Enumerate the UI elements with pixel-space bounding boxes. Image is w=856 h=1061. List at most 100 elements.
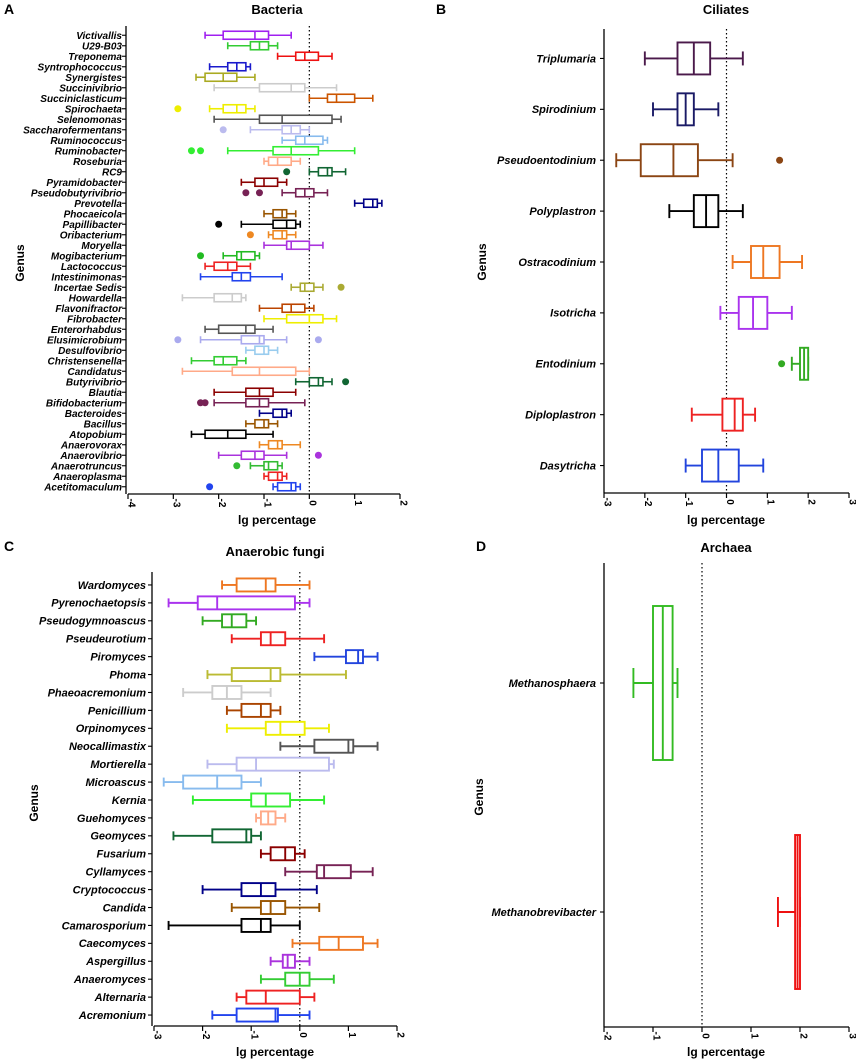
iqr-box (281, 953, 296, 969)
bacteria-box-anaerovorax: Anaerovorax (60, 439, 302, 451)
anaerobic-fungi-x-tick-label: 1 (346, 1032, 357, 1038)
iqr-box (272, 229, 288, 240)
iqr-box (254, 345, 270, 356)
iqr-box (182, 774, 243, 790)
anaerobic-fungi-box-phaeoacremonium: Phaeoacremonium (48, 685, 272, 700)
outlier-point (197, 252, 205, 260)
iqr-box (299, 282, 315, 293)
anaerobic-fungi-box-pyrenochaetopsis: Pyrenochaetopsis (51, 595, 311, 611)
category-label: Neocallimastix (69, 741, 147, 753)
outlier-point (174, 336, 182, 344)
category-label: Bacteroides (65, 409, 123, 420)
outlier-point (314, 451, 322, 459)
outlier-point (283, 168, 291, 176)
bacteria-box-desulfovibrio: Desulfovibrio (58, 345, 279, 357)
iqr-box (721, 397, 744, 432)
bacteria-box-bacillus: Bacillus (84, 418, 279, 430)
ciliates-box-ostracodinium: Ostracodinium (518, 245, 803, 279)
archaea-x-tick-label: 2 (797, 1033, 808, 1039)
iqr-box (235, 577, 277, 593)
outlier-point (776, 156, 784, 164)
category-label: Cryptococcus (73, 884, 146, 896)
iqr-box (315, 864, 352, 880)
outlier-point (197, 147, 205, 155)
iqr-box (276, 481, 297, 492)
category-label: Pseudogymnoascus (39, 616, 146, 628)
archaea-x-tick-label: 1 (748, 1033, 759, 1039)
category-label: Guehomyces (77, 813, 146, 825)
category-label: Roseburia (73, 157, 122, 168)
category-label: Kernia (112, 795, 146, 807)
category-label: Aspergillus (85, 956, 146, 968)
archaea-x-tick-label: 3 (846, 1033, 856, 1039)
bacteria-box-butyrivibrio: Butyrivibrio (66, 376, 350, 388)
bacteria-box-phocaeicola: Phocaeicola (64, 208, 297, 220)
anaerobic-fungi-box-acremonium: Acremonium (78, 1007, 311, 1023)
category-label: Bacillus (84, 419, 123, 430)
bacteria-y-axis-label: Genus (13, 244, 27, 282)
iqr-box (204, 429, 247, 440)
iqr-box (317, 166, 333, 177)
bacteria-box-succinivibrio: Succinivibrio (59, 82, 338, 94)
category-label: Phoma (109, 669, 146, 681)
bacteria-box-moryella: Moryella (81, 240, 324, 252)
panel-label-a: A (4, 1, 14, 17)
bacteria-box-blautia: Blautia (89, 387, 297, 399)
iqr-box (267, 471, 283, 482)
bacteria-x-axis-label: lg percentage (238, 513, 316, 527)
bacteria-box-anaeroplasma: Anaeroplasma (52, 471, 288, 483)
iqr-box (213, 292, 243, 303)
bacteria-x-tick-label: -3 (171, 499, 182, 508)
category-label: Butyrivibrio (66, 377, 122, 388)
ciliates-x-tick-label: -1 (683, 498, 694, 507)
outlier-point (174, 105, 182, 113)
category-label: Anaerotruncus (50, 461, 123, 472)
category-label: Succiniclasticum (40, 94, 122, 105)
ciliates-x-tick-label: -3 (601, 498, 612, 507)
archaea-title: Archaea (700, 540, 752, 555)
category-label: Dasytricha (540, 460, 596, 472)
bacteria-box-roseburia: Roseburia (73, 156, 302, 168)
panel-label-c: C (4, 538, 14, 554)
category-label: Pseudoentodinium (497, 155, 596, 167)
bacteria-box-bacteroides: Bacteroides (65, 408, 293, 420)
bacteria-box-ruminococcus: Ruminococcus (50, 135, 329, 147)
iqr-box (221, 613, 248, 629)
iqr-box (313, 738, 355, 754)
category-label: Elusimicrobium (47, 335, 122, 346)
category-label: Howardella (69, 293, 123, 304)
category-label: Blautia (89, 388, 123, 399)
bacteria-box-oribacterium: Oribacterium (60, 229, 297, 241)
iqr-box (235, 1007, 279, 1023)
iqr-box (258, 114, 333, 125)
ciliates-x-tick-label: 3 (846, 499, 856, 505)
iqr-box (701, 448, 740, 483)
archaea-x-tick-label: -2 (601, 1032, 612, 1041)
iqr-box (254, 177, 279, 188)
category-label: Fibrobacter (67, 314, 123, 325)
bacteria-box-treponema: Treponema (68, 51, 333, 63)
archaea-x-tick-label: -1 (650, 1032, 661, 1041)
iqr-box (308, 376, 324, 387)
panel-label-d: D (476, 538, 486, 554)
category-label: Methanosphaera (509, 678, 596, 690)
category-label: Atopobium (68, 430, 122, 441)
archaea-box-methanobrevibacter: Methanobrevibacter (491, 834, 801, 990)
category-label: Camarosporium (62, 920, 147, 932)
bacteria-x-tick-label: 1 (352, 500, 363, 506)
anaerobic-fungi-y-axis-label: Genus (27, 784, 41, 822)
category-label: Phocaeicola (64, 209, 123, 220)
bacteria-box-candidatus: Candidatus (68, 366, 311, 378)
bacteria-box-intestinimonas: Intestinimonas (51, 271, 283, 283)
iqr-box (326, 93, 356, 104)
anaerobic-fungi-box-cryptococcus: Cryptococcus (73, 882, 318, 898)
ciliates-x-tick-label: 1 (765, 499, 776, 505)
iqr-box (236, 250, 256, 261)
category-label: Enterorhabdus (51, 325, 123, 336)
panel-label-b: B (436, 1, 446, 17)
bacteria-box-christensenella: Christensenella (48, 355, 247, 367)
category-label: Fusarium (96, 849, 146, 861)
anaerobic-fungi-box-kernia: Kernia (112, 792, 326, 808)
ciliates-box-dasytricha: Dasytricha (540, 448, 765, 483)
